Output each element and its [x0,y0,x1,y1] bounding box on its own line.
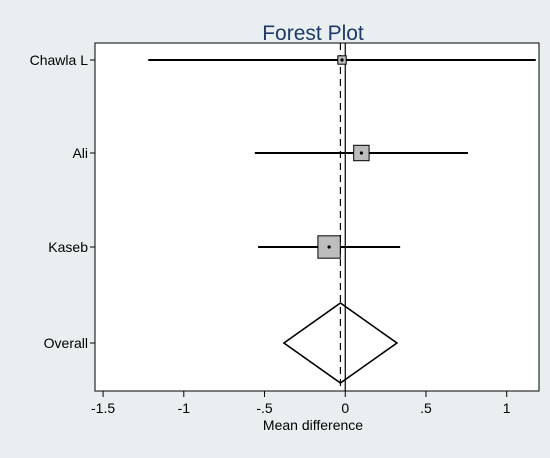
study-label: Chawla L [30,52,89,68]
point-estimate-dot [340,58,344,62]
plot-area [94,42,540,392]
x-tick-label: 1 [503,400,511,416]
x-tick-label: 0 [341,400,349,416]
point-estimate-dot [327,245,331,249]
x-tick-label: .5 [420,400,432,416]
overall-diamond [282,302,399,384]
x-axis-title: Mean difference [263,417,363,433]
x-tick-label: -.5 [256,400,273,416]
overall-row: Overall [44,302,399,384]
study-label: Ali [72,145,88,161]
overall-label: Overall [44,335,88,351]
reference-lines [90,43,346,391]
point-estimate-dot [359,151,363,155]
x-axis-ticks: -1.5 -1 -.5 0 .5 1 [91,391,511,416]
study-label: Kaseb [48,239,88,255]
x-tick-label: -1.5 [91,400,115,416]
chart-title: Forest Plot [262,22,364,45]
study-rows: Chawla L Ali Kaseb [30,52,536,259]
x-tick-label: -1 [178,400,191,416]
